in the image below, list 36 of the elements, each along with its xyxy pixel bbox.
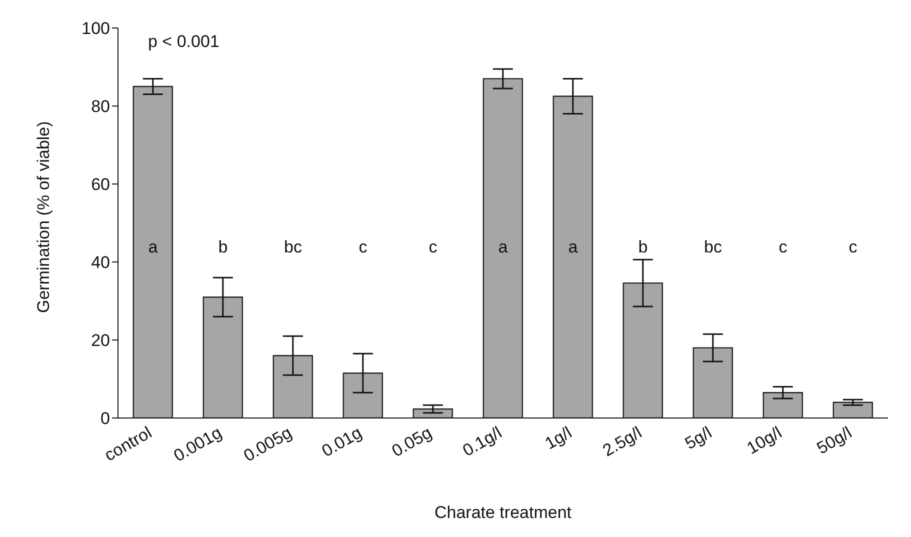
bar bbox=[692, 347, 733, 418]
annotation: c bbox=[848, 237, 858, 256]
bar bbox=[202, 296, 243, 418]
bar bbox=[132, 86, 173, 418]
bar bbox=[622, 282, 663, 418]
x-tick-label: 10g/l bbox=[744, 423, 785, 458]
annotation: c bbox=[778, 237, 788, 256]
annotation: a bbox=[568, 237, 578, 256]
y-tick-label: 60 bbox=[91, 175, 110, 194]
bar bbox=[552, 96, 593, 418]
bar bbox=[832, 402, 873, 418]
annotation: c bbox=[358, 237, 368, 256]
bar bbox=[272, 355, 313, 418]
annotation: a bbox=[148, 237, 158, 256]
y-tick-label: 20 bbox=[91, 331, 110, 350]
y-tick-label: 40 bbox=[91, 253, 110, 272]
annotation: bc bbox=[704, 237, 722, 256]
x-tick-label: 5g/l bbox=[682, 423, 715, 454]
x-tick-label: 1g/l bbox=[542, 423, 575, 454]
annotation: p < 0.001 bbox=[148, 32, 220, 52]
annotation: b bbox=[638, 237, 648, 256]
x-tick-label: 0.01g bbox=[318, 423, 365, 461]
y-tick-label: 80 bbox=[91, 97, 110, 116]
annotation: bc bbox=[284, 237, 302, 256]
x-axis-title: Charate treatment bbox=[434, 503, 572, 522]
bar bbox=[342, 372, 383, 418]
annotation: a bbox=[498, 237, 508, 256]
x-tick-label: 50g/l bbox=[814, 423, 855, 458]
bar bbox=[762, 392, 803, 418]
annotation: c bbox=[428, 237, 438, 256]
x-tick-label: 0.05g bbox=[388, 423, 435, 461]
bar bbox=[482, 78, 523, 418]
annotation: b bbox=[218, 237, 228, 256]
y-tick-label: 0 bbox=[100, 409, 110, 428]
y-axis-title: Germination (% of viable) bbox=[34, 121, 54, 313]
y-tick-label: 100 bbox=[82, 19, 110, 38]
